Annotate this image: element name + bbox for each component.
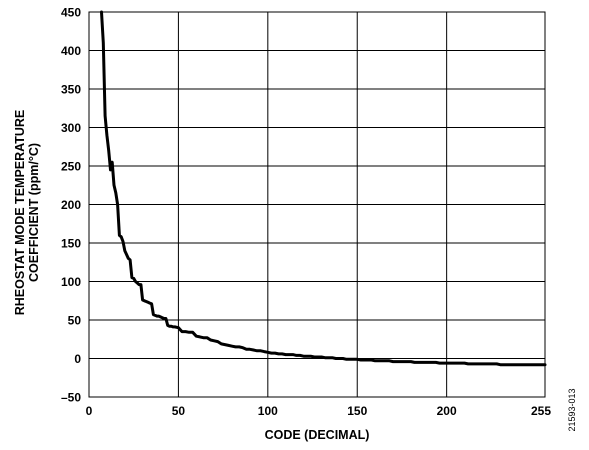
series-line — [102, 12, 546, 365]
y-tick-labels: –50 0 50 100 150 200 250 300 350 400 450 — [61, 6, 81, 405]
grid — [89, 12, 545, 397]
x-tick-label: 200 — [437, 404, 457, 418]
x-tick-label: 50 — [172, 404, 186, 418]
y-tick-label: 250 — [61, 160, 81, 174]
y-axis-label-line-2: COEFFICIENT (ppm/°C) — [27, 143, 41, 282]
x-tick-label: 150 — [347, 404, 367, 418]
y-axis-label-line-1: RHEOSTAT MODE TEMPERATURE — [13, 110, 27, 316]
x-tick-label: 100 — [258, 404, 278, 418]
y-tick-label: 150 — [61, 237, 81, 251]
x-tick-label: 0 — [86, 404, 93, 418]
y-tick-label: 350 — [61, 83, 81, 97]
x-axis-label: CODE (DECIMAL) — [265, 428, 370, 442]
y-tick-label: 200 — [61, 198, 81, 212]
y-tick-label: 450 — [61, 6, 81, 20]
y-tick-label: 0 — [74, 352, 81, 366]
y-tick-label: 300 — [61, 121, 81, 135]
y-tick-label: 50 — [68, 314, 82, 328]
y-tick-label: 100 — [61, 275, 81, 289]
y-tick-label: 400 — [61, 44, 81, 58]
x-tick-labels: 0 50 100 150 200 255 — [86, 404, 552, 418]
x-tick-label: 255 — [531, 404, 551, 418]
figure-id: 21593-013 — [567, 388, 577, 431]
y-tick-label: –50 — [61, 391, 81, 405]
